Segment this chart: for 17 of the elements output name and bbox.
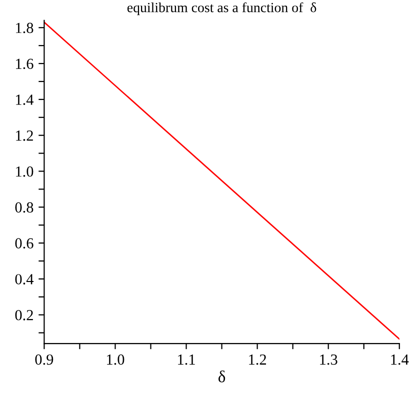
y-tick-label: 0.2 [15,310,33,320]
y-tick-label: 1.8 [16,22,34,34]
y-tick-label: 1.0 [16,166,34,177]
y-tick-label: 0.4 [15,274,34,284]
y-tick-label: 1.2 [16,130,33,141]
y-tick-label: 0.6 [15,238,34,249]
x-tick-label: 1.2 [249,354,266,365]
y-tick-label: 1.6 [16,58,34,70]
y-tick-label: 1.4 [16,94,34,105]
x-tick-label: 1.3 [320,354,338,365]
x-axis-title: δ [218,370,226,382]
y-tick-label: 0.8 [15,202,34,213]
x-tick-label: 1.0 [107,354,124,365]
x-tick-label: 1.1 [178,354,195,365]
x-tick-label: 0.9 [35,354,54,365]
chart-title: equilibrum cost as a function of δ [127,2,316,16]
x-tick-label: 1.4 [391,354,409,365]
